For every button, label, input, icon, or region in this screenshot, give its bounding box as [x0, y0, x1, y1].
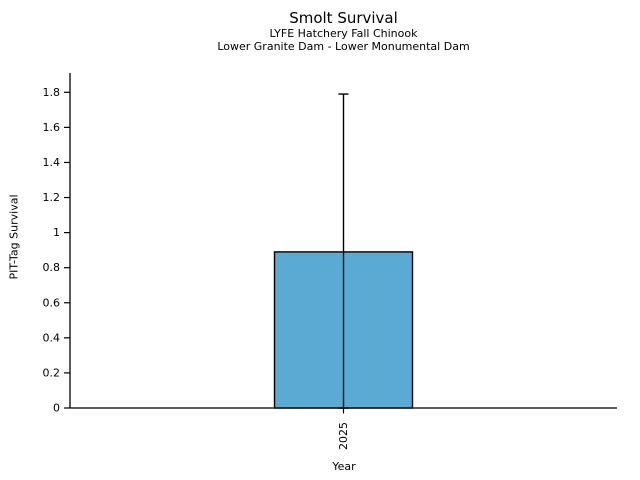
y-tick-label: 0.8: [43, 261, 61, 274]
y-tick-label: 1.8: [43, 86, 61, 99]
y-tick-label: 1: [53, 226, 60, 239]
chart-subtitle-line2: Lower Granite Dam - Lower Monumental Dam: [217, 40, 470, 53]
y-tick-label: 0.2: [43, 366, 61, 379]
y-tick-label: 0.6: [43, 296, 61, 309]
chart-subtitle-line1: LYFE Hatchery Fall Chinook: [269, 27, 418, 40]
y-tick-label: 0.4: [43, 331, 61, 344]
y-tick-label: 1.6: [43, 121, 61, 134]
x-tick-label: 2025: [337, 422, 350, 450]
y-tick-label: 0: [53, 402, 60, 415]
y-tick-label: 1.2: [43, 191, 61, 204]
x-axis-label: Year: [332, 460, 356, 473]
chart-title: Smolt Survival: [289, 9, 398, 27]
y-tick-label: 1.4: [43, 156, 61, 169]
